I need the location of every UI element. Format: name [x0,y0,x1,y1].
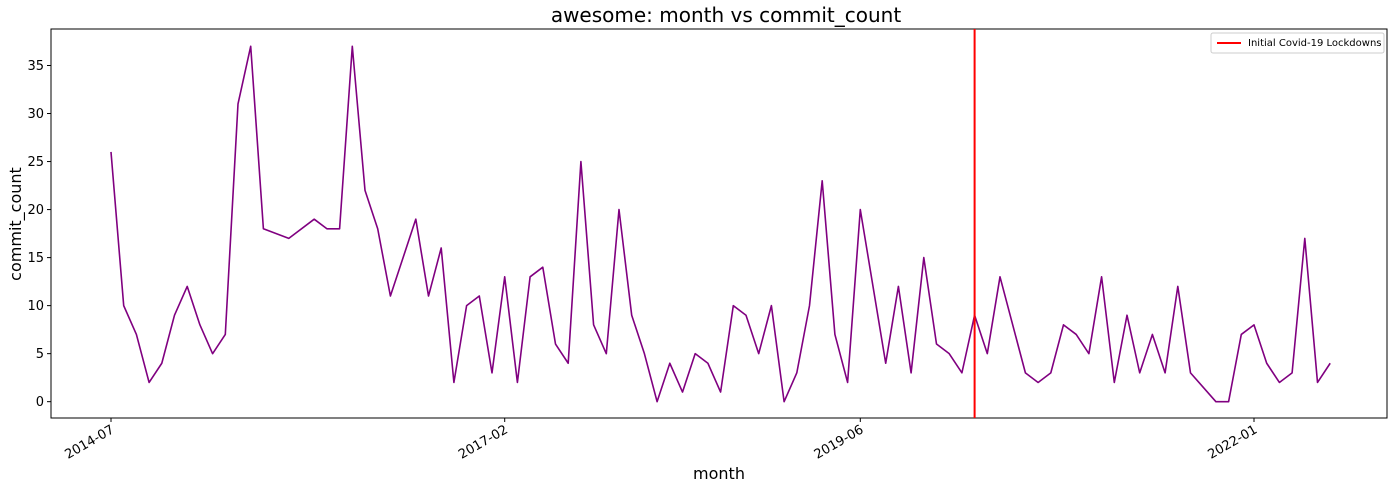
plot-area: 0 5 10 15 20 25 30 35 2014-07 2017-02 2019-06 2022-… [27,28,1388,463]
x-tick-label: 2017-02 [456,422,511,462]
legend: Initial Covid-19 Lockdowns [1210,32,1385,54]
y-tick-label: 0 [36,395,44,410]
plot-frame [50,28,1388,419]
y-tick-label: 20 [27,203,44,218]
x-axis-label: month [693,464,745,483]
legend-label: Initial Covid-19 Lockdowns [1248,38,1382,49]
y-axis-label: commit_count [6,167,26,281]
chart-title: awesome: month vs commit_count [551,3,902,27]
y-tick-label: 30 [27,107,44,122]
y-tick-label: 5 [36,347,44,362]
y-tick-label: 35 [27,59,44,74]
x-tick-label: 2014-07 [62,422,117,462]
y-tick-label: 15 [27,251,44,266]
x-tick-label: 2019-06 [812,422,867,462]
y-tick-label: 10 [27,299,44,314]
series-line [110,45,1331,403]
y-tick-label: 25 [27,155,44,170]
legend-frame [1210,32,1385,54]
x-tick-label: 2022-01 [1205,422,1260,462]
